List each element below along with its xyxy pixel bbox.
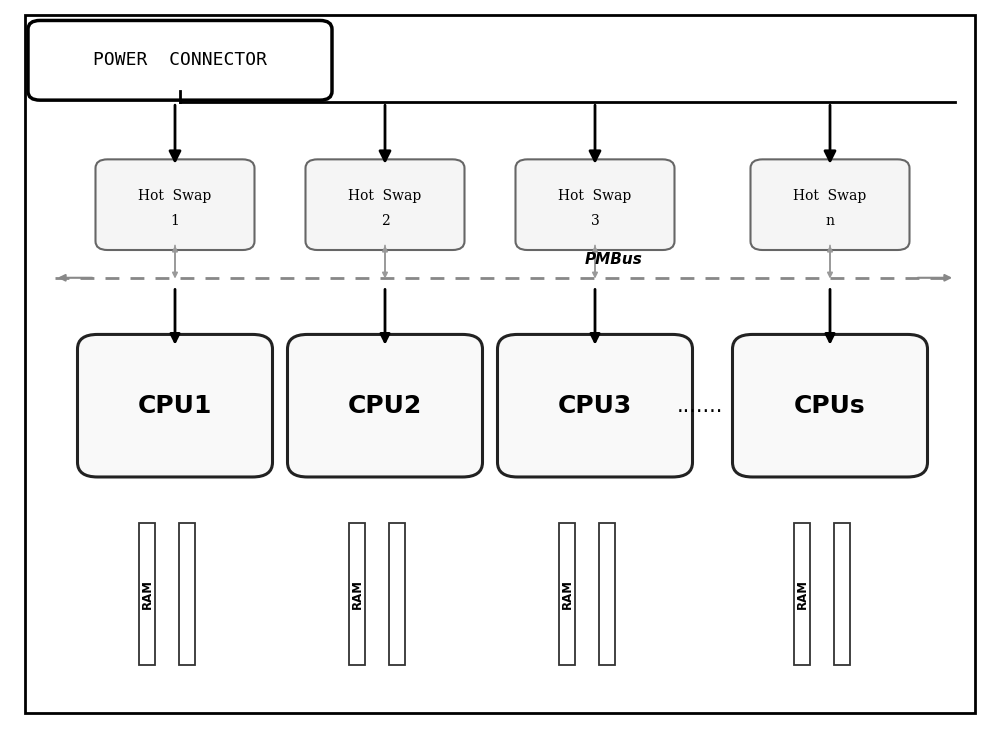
Text: 2: 2 — [381, 213, 389, 228]
Text: CPU2: CPU2 — [348, 394, 422, 417]
Text: PMBus: PMBus — [585, 251, 643, 267]
Bar — [599, 523, 615, 665]
FancyBboxPatch shape — [750, 159, 910, 250]
Text: Hot  Swap: Hot Swap — [138, 189, 212, 203]
Text: Hot  Swap: Hot Swap — [558, 189, 632, 203]
FancyBboxPatch shape — [516, 159, 674, 250]
Text: n: n — [826, 213, 834, 228]
FancyBboxPatch shape — [288, 335, 482, 477]
Text: RAM: RAM — [795, 579, 808, 609]
Text: RAM: RAM — [560, 579, 574, 609]
FancyBboxPatch shape — [95, 159, 254, 250]
FancyBboxPatch shape — [306, 159, 464, 250]
Bar — [349, 523, 365, 665]
FancyBboxPatch shape — [732, 335, 928, 477]
Bar — [179, 523, 195, 665]
Bar — [834, 523, 850, 665]
FancyBboxPatch shape — [28, 20, 332, 100]
Text: 1: 1 — [171, 213, 179, 228]
FancyBboxPatch shape — [497, 335, 692, 477]
Text: POWER  CONNECTOR: POWER CONNECTOR — [93, 51, 267, 69]
Bar — [559, 523, 575, 665]
FancyBboxPatch shape — [77, 335, 272, 477]
Text: CPU3: CPU3 — [558, 394, 632, 417]
Bar — [139, 523, 155, 665]
Text: .......: ....... — [677, 395, 723, 416]
Bar — [794, 523, 810, 665]
Text: Hot  Swap: Hot Swap — [348, 189, 422, 203]
Bar — [389, 523, 405, 665]
Text: CPU1: CPU1 — [138, 394, 212, 417]
FancyBboxPatch shape — [25, 15, 975, 713]
Text: RAM: RAM — [351, 579, 364, 609]
Text: RAM: RAM — [140, 579, 154, 609]
Text: 3: 3 — [591, 213, 599, 228]
Text: CPUs: CPUs — [794, 394, 866, 417]
Text: Hot  Swap: Hot Swap — [793, 189, 867, 203]
